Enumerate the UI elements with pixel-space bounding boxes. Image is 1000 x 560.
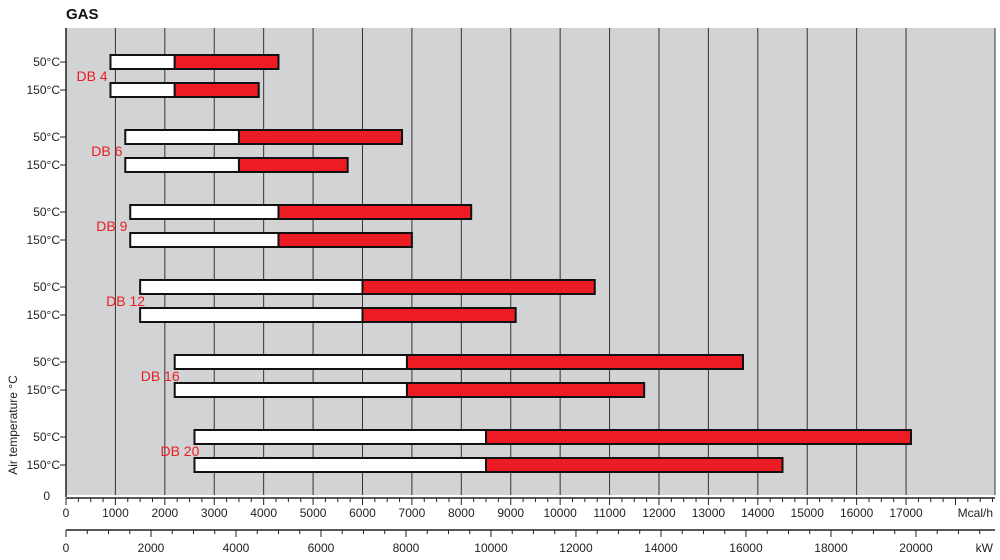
chart-title: GAS: [66, 6, 99, 23]
row-temp-label: 50°C: [33, 55, 60, 69]
kw-tick-label: 4000: [223, 541, 250, 555]
y-zero-label: 0: [43, 489, 50, 503]
kw-axis: 0 2000 4000 6000 8000 10000 12000 14000 16000 180…: [63, 529, 995, 555]
kw-tick-label: 20000: [899, 541, 933, 555]
bar-empty-segment: [109, 82, 176, 98]
model-label: DB 6: [91, 143, 122, 159]
row-temp-label: 150°C: [27, 233, 61, 247]
bar-filled-segment: [237, 157, 349, 173]
mcal-axis: 0 1000 2000 3000 4000 5000 6000 7000 8000 9000 100…: [63, 497, 995, 520]
bar-filled-segment: [173, 54, 280, 70]
bar-filled-segment: [405, 354, 744, 370]
labels-layer: 50°C 150°C DB 4 50°C 150°C DB 6 50°C 150°C DB 9 5…: [27, 55, 200, 472]
bar-empty-segment: [124, 157, 240, 173]
kw-tick-label: 12000: [559, 541, 593, 555]
bar-empty-segment: [173, 354, 408, 370]
bar-filled-segment: [277, 204, 473, 220]
bar-filled-segment: [361, 279, 596, 295]
model-label: DB 12: [106, 293, 145, 309]
mcal-tick-label: 15000: [791, 506, 825, 520]
row-temp-label: 150°C: [27, 308, 61, 322]
mcal-tick-label: 8000: [448, 506, 475, 520]
kw-tick-label: 2000: [138, 541, 165, 555]
kw-unit-label: kW: [976, 541, 994, 555]
bars-layer: [109, 54, 912, 473]
bar-filled-segment: [361, 307, 517, 323]
kw-tick-label: 14000: [644, 541, 678, 555]
kw-tick-label: 0: [63, 541, 70, 555]
mcal-tick-label: 10000: [543, 506, 577, 520]
bar-empty-segment: [173, 382, 408, 398]
mcal-tick-label: 2000: [151, 506, 178, 520]
mcal-tick-label: 4000: [250, 506, 277, 520]
model-label: DB 20: [160, 443, 199, 459]
kw-tick-label: 10000: [474, 541, 508, 555]
bar-filled-segment: [173, 82, 260, 98]
kw-tick-label: 8000: [393, 541, 420, 555]
mcal-tick-label: 12000: [642, 506, 676, 520]
kw-tick-label: 16000: [729, 541, 763, 555]
bar-filled-segment: [485, 457, 784, 473]
plot-background: [66, 28, 995, 495]
bar-empty-segment: [124, 129, 240, 145]
model-label: DB 4: [76, 68, 107, 84]
bar-empty-segment: [129, 232, 280, 248]
kw-tick-label: 18000: [814, 541, 848, 555]
mcal-tick-label: 7000: [399, 506, 426, 520]
row-temp-label: 150°C: [27, 158, 61, 172]
bar-empty-segment: [193, 457, 488, 473]
row-temp-label: 150°C: [27, 83, 61, 97]
row-temp-label: 50°C: [33, 130, 60, 144]
bar-filled-segment: [405, 382, 646, 398]
bar-empty-segment: [129, 204, 280, 220]
row-temp-label: 50°C: [33, 430, 60, 444]
bar-empty-segment: [109, 54, 176, 70]
kw-tick-label: 6000: [308, 541, 335, 555]
mcal-tick-label: 1000: [102, 506, 129, 520]
plot-area: [65, 28, 996, 497]
bar-empty-segment: [193, 429, 488, 445]
mcal-unit-label: Mcal/h: [958, 506, 993, 520]
mcal-tick-label: 9000: [497, 506, 524, 520]
bar-empty-segment: [139, 307, 364, 323]
row-temp-label: 50°C: [33, 355, 60, 369]
bar-empty-segment: [139, 279, 364, 295]
mcal-tick-label: 6000: [349, 506, 376, 520]
bar-filled-segment: [485, 429, 912, 445]
mcal-tick-label: 3000: [201, 506, 228, 520]
mcal-tick-label: 11000: [593, 506, 626, 520]
row-temp-label: 150°C: [27, 458, 61, 472]
mcal-tick-label: 13000: [692, 506, 726, 520]
row-temp-label: 50°C: [33, 205, 60, 219]
model-label: DB 9: [96, 218, 127, 234]
mcal-tick-label: 0: [63, 506, 70, 520]
y-axis-label: Air temperature °C: [6, 375, 20, 475]
mcal-tick-label: 17000: [889, 506, 923, 520]
mcal-tick-label: 14000: [741, 506, 775, 520]
mcal-tick-label: 16000: [840, 506, 874, 520]
bar-filled-segment: [237, 129, 404, 145]
bar-filled-segment: [277, 232, 413, 248]
row-temp-label: 150°C: [27, 383, 61, 397]
model-label: DB 16: [141, 368, 180, 384]
mcal-tick-label: 5000: [300, 506, 327, 520]
row-temp-label: 50°C: [33, 280, 60, 294]
